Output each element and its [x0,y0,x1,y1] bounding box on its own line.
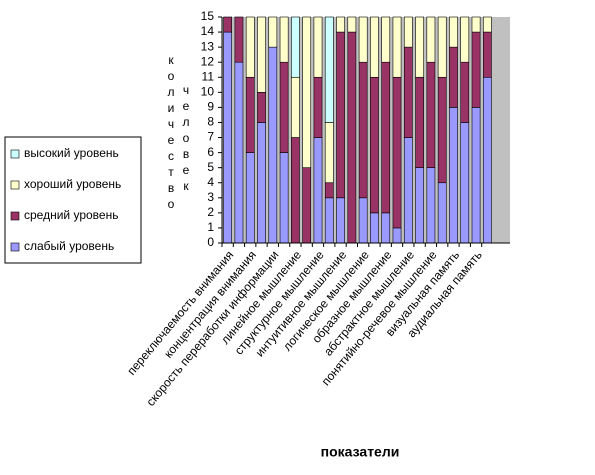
bar-segment [437,16,447,78]
y-axis-title: человек [182,83,190,193]
bar-segment [437,76,447,184]
y-tick-label: 10 [201,85,215,99]
bar-segment [403,137,413,244]
legend-swatch [10,211,20,221]
bar-segment [381,16,391,63]
bar-segment [381,61,391,214]
bar-segment [471,16,481,33]
bar-segment [392,227,402,244]
bar-segment [223,31,233,244]
legend-label: высокий уровень [24,146,119,160]
bar-segment [482,16,492,33]
bar-segment [302,16,312,168]
y-tick-label: 12 [201,54,215,68]
bar-segment [358,16,368,63]
y-tick-label: 2 [207,205,214,219]
y-tick-label: 14 [201,24,215,38]
y-tick-label: 4 [207,175,214,189]
bar-segment [403,46,413,138]
bar-segment [415,16,424,78]
bar-segment [403,16,413,48]
bar-segment [324,16,334,123]
bar-segment [223,16,233,33]
bar-segment [370,76,379,214]
y-tick-label: 5 [207,160,214,174]
bar-segment [324,122,334,184]
y-tick-label: 7 [207,130,214,144]
bar-segment [449,16,458,48]
bar-segment [381,212,391,244]
bar-segment [426,167,436,244]
legend-swatch [10,149,20,159]
bar-segment [268,16,278,48]
bar-segment [415,167,424,244]
y-tick-label: 8 [207,115,214,129]
bar-segment [392,76,402,229]
bar-segment [449,46,458,108]
bar-segment [268,46,278,244]
legend-swatch [10,180,20,190]
bar-segment [449,107,458,244]
bar-segment [336,16,345,33]
bar-segment [245,16,255,78]
legend-box [4,136,142,264]
bar-segment [437,182,447,244]
legend-label: слабый уровень [24,239,114,253]
bar-segment [313,137,323,244]
bar-segment [370,16,379,78]
y-axis-title: количество [167,53,175,211]
bar-segment [471,31,481,108]
bar-segment [257,16,266,93]
bar-segment [460,122,470,244]
bar-segment [358,61,368,199]
bar-segment [313,16,323,78]
y-tick-label: 6 [207,145,214,159]
y-tick-label: 13 [201,39,215,53]
y-tick-label: 3 [207,190,214,204]
bar-segment [257,122,266,244]
y-tick-label: 1 [207,220,214,234]
bar-segment [313,76,323,138]
bar-segment [291,76,300,138]
bar-segment [426,61,436,168]
y-tick-label: 9 [207,100,214,114]
bar-segment [415,76,424,168]
legend-label: хороший уровень [24,177,121,191]
bar-segment [324,197,334,244]
bar-segment [302,167,312,244]
bar-segment [257,92,266,123]
bar-segment [234,16,244,63]
bar-segment [336,197,345,244]
bar-segment [471,107,481,244]
bar-segment [460,61,470,123]
bar-segment [279,16,289,63]
bar-segment [482,76,492,244]
bar-segment [245,152,255,244]
bar-segment [291,16,300,78]
legend-label: средний уровень [24,208,118,222]
bar-segment [482,31,492,78]
bar-segment [392,16,402,78]
bar-segment [347,31,357,244]
legend-swatch [10,242,20,252]
bar-segment [245,76,255,153]
y-tick-label: 0 [207,235,214,249]
x-axis-title: показатели [321,444,400,460]
y-tick-label: 11 [202,69,215,83]
bar-segment [347,16,357,33]
bar-segment [279,61,289,153]
bar-segment [358,197,368,244]
bar-segment [460,16,470,63]
bar-segment [234,61,244,244]
bar-segment [291,137,300,244]
bar-segment [426,16,436,63]
bar-segment [336,31,345,199]
y-tick-label: 15 [201,9,215,23]
bar-segment [279,152,289,244]
bar-segment [324,182,334,199]
bar-segment [370,212,379,244]
